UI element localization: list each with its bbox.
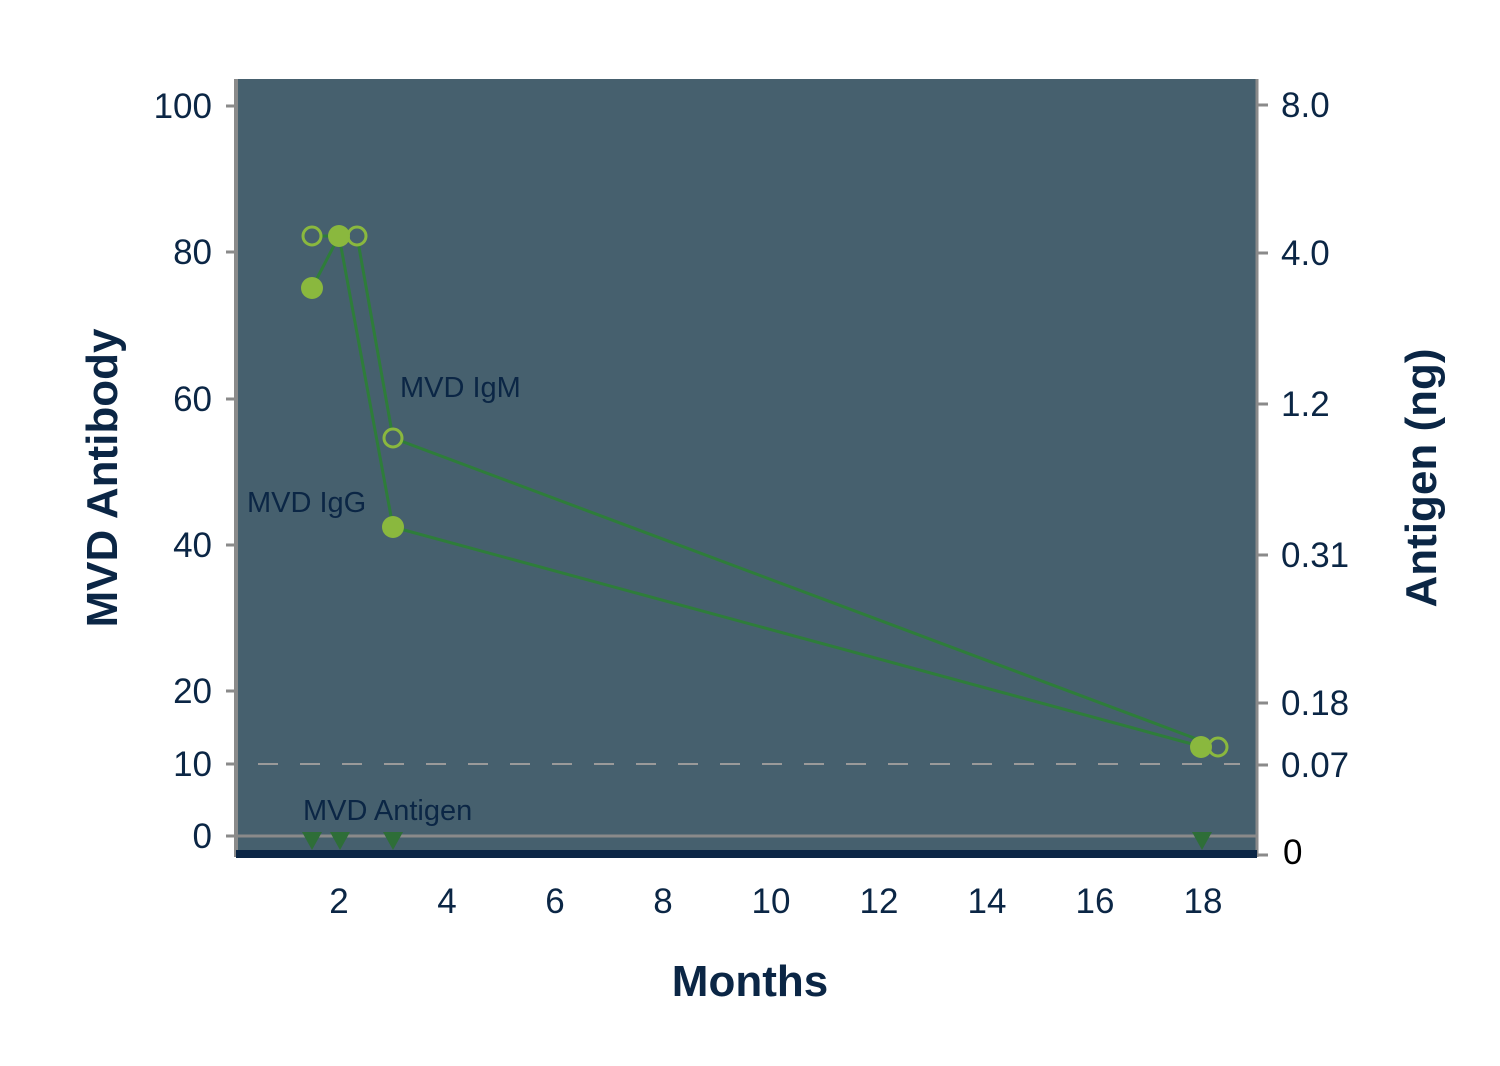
right-tick-labels: 8.0 4.0 1.2 0.31 0.18 0.07 0 — [1281, 86, 1349, 872]
svg-text:0: 0 — [1283, 833, 1302, 872]
svg-text:100: 100 — [154, 87, 212, 126]
svg-text:14: 14 — [968, 882, 1007, 921]
svg-text:40: 40 — [173, 526, 212, 565]
down-triangle-icon — [330, 832, 350, 850]
left-axis-ticks — [226, 104, 236, 838]
x-axis-baseline — [236, 850, 1257, 858]
antigen-markers — [302, 832, 1212, 850]
svg-text:8: 8 — [653, 882, 672, 921]
svg-text:0.31: 0.31 — [1281, 536, 1349, 575]
svg-text:0.07: 0.07 — [1281, 746, 1349, 785]
svg-text:8.0: 8.0 — [1281, 86, 1330, 125]
svg-text:6: 6 — [545, 882, 564, 921]
svg-text:60: 60 — [173, 380, 212, 419]
x-tick-labels: 2 4 6 8 10 12 14 16 18 — [329, 882, 1222, 921]
filled-circle-icon — [1190, 736, 1212, 758]
svg-text:20: 20 — [173, 672, 212, 711]
svg-text:12: 12 — [860, 882, 899, 921]
filled-circle-icon — [382, 516, 404, 538]
down-triangle-icon — [1192, 832, 1212, 850]
svg-text:0: 0 — [193, 817, 212, 856]
filled-circle-icon — [328, 225, 350, 247]
x-axis-title: Months — [672, 957, 828, 1006]
svg-text:16: 16 — [1076, 882, 1115, 921]
y2-axis-title: Antigen (ng) — [1397, 348, 1446, 607]
svg-text:10: 10 — [173, 745, 212, 784]
right-axis-ticks — [1257, 103, 1268, 857]
annotation-igg: MVD IgG — [247, 487, 366, 519]
svg-text:2: 2 — [329, 882, 348, 921]
svg-text:18: 18 — [1184, 882, 1223, 921]
igm-markers — [301, 225, 1229, 758]
svg-text:10: 10 — [752, 882, 791, 921]
down-triangle-icon — [383, 832, 403, 850]
svg-text:4.0: 4.0 — [1281, 234, 1330, 273]
svg-text:0.18: 0.18 — [1281, 684, 1349, 723]
svg-text:4: 4 — [437, 882, 456, 921]
filled-circle-icon — [301, 277, 323, 299]
open-circle-icon — [301, 225, 323, 247]
open-circle-icon — [382, 427, 404, 449]
annotation-antigen: MVD Antigen — [303, 795, 472, 827]
left-tick-labels: 100 80 60 40 20 10 0 — [154, 87, 212, 856]
series-line-igg — [310, 231, 1204, 749]
open-circle-icon — [346, 225, 368, 247]
annotation-igm: MVD IgM — [400, 372, 521, 404]
svg-text:80: 80 — [173, 233, 212, 272]
plot-area — [236, 79, 1257, 857]
y-axis-title: MVD Antibody — [78, 328, 127, 628]
igg-markers — [301, 225, 1212, 758]
svg-text:1.2: 1.2 — [1281, 385, 1330, 424]
down-triangle-icon — [302, 832, 322, 850]
